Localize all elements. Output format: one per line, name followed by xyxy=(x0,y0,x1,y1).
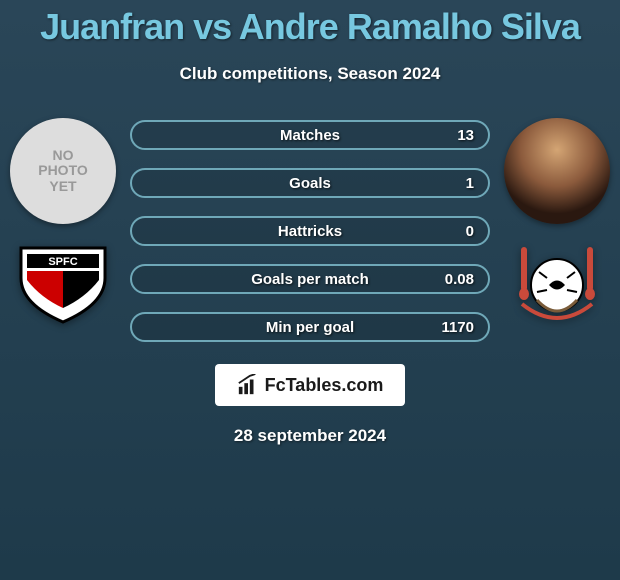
chart-icon xyxy=(237,374,259,396)
left-club-badge: SPFC xyxy=(13,242,113,328)
stat-row-gpm: Goals per match 0.08 xyxy=(130,264,490,294)
footer: FcTables.com xyxy=(0,364,620,406)
subtitle: Club competitions, Season 2024 xyxy=(0,64,620,84)
stat-row-hattricks: Hattricks 0 xyxy=(130,216,490,246)
right-side xyxy=(502,118,612,328)
page-title: Juanfran vs Andre Ramalho Silva xyxy=(0,0,620,48)
stat-row-matches: Matches 13 xyxy=(130,120,490,150)
no-photo-label: NOPHOTOYET xyxy=(38,148,88,194)
stat-value-right: 0.08 xyxy=(445,271,474,288)
stats-column: Matches 13 Goals 1 Hattricks 0 Goals per… xyxy=(118,120,502,342)
left-player-photo-placeholder: NOPHOTOYET xyxy=(10,118,116,224)
right-club-badge xyxy=(507,242,607,328)
svg-text:SPFC: SPFC xyxy=(48,256,77,268)
stat-row-mpg: Min per goal 1170 xyxy=(130,312,490,342)
stat-value-right: 1 xyxy=(466,175,474,192)
stat-label: Goals per match xyxy=(251,271,369,288)
brand-logo: FcTables.com xyxy=(215,364,406,406)
brand-text: FcTables.com xyxy=(265,375,384,396)
stat-value-right: 13 xyxy=(457,127,474,144)
stat-label: Min per goal xyxy=(266,319,354,336)
date-label: 28 september 2024 xyxy=(0,426,620,446)
right-player-photo xyxy=(504,118,610,224)
stat-value-right: 1170 xyxy=(441,319,474,336)
stat-value-right: 0 xyxy=(466,223,474,240)
stat-label: Goals xyxy=(289,175,331,192)
stat-label: Matches xyxy=(280,127,340,144)
stat-row-goals: Goals 1 xyxy=(130,168,490,198)
left-side: NOPHOTOYET SPFC xyxy=(8,118,118,328)
comparison-content: NOPHOTOYET SPFC Matches 13 Goals 1 Hattr… xyxy=(0,118,620,342)
stat-label: Hattricks xyxy=(278,223,342,240)
